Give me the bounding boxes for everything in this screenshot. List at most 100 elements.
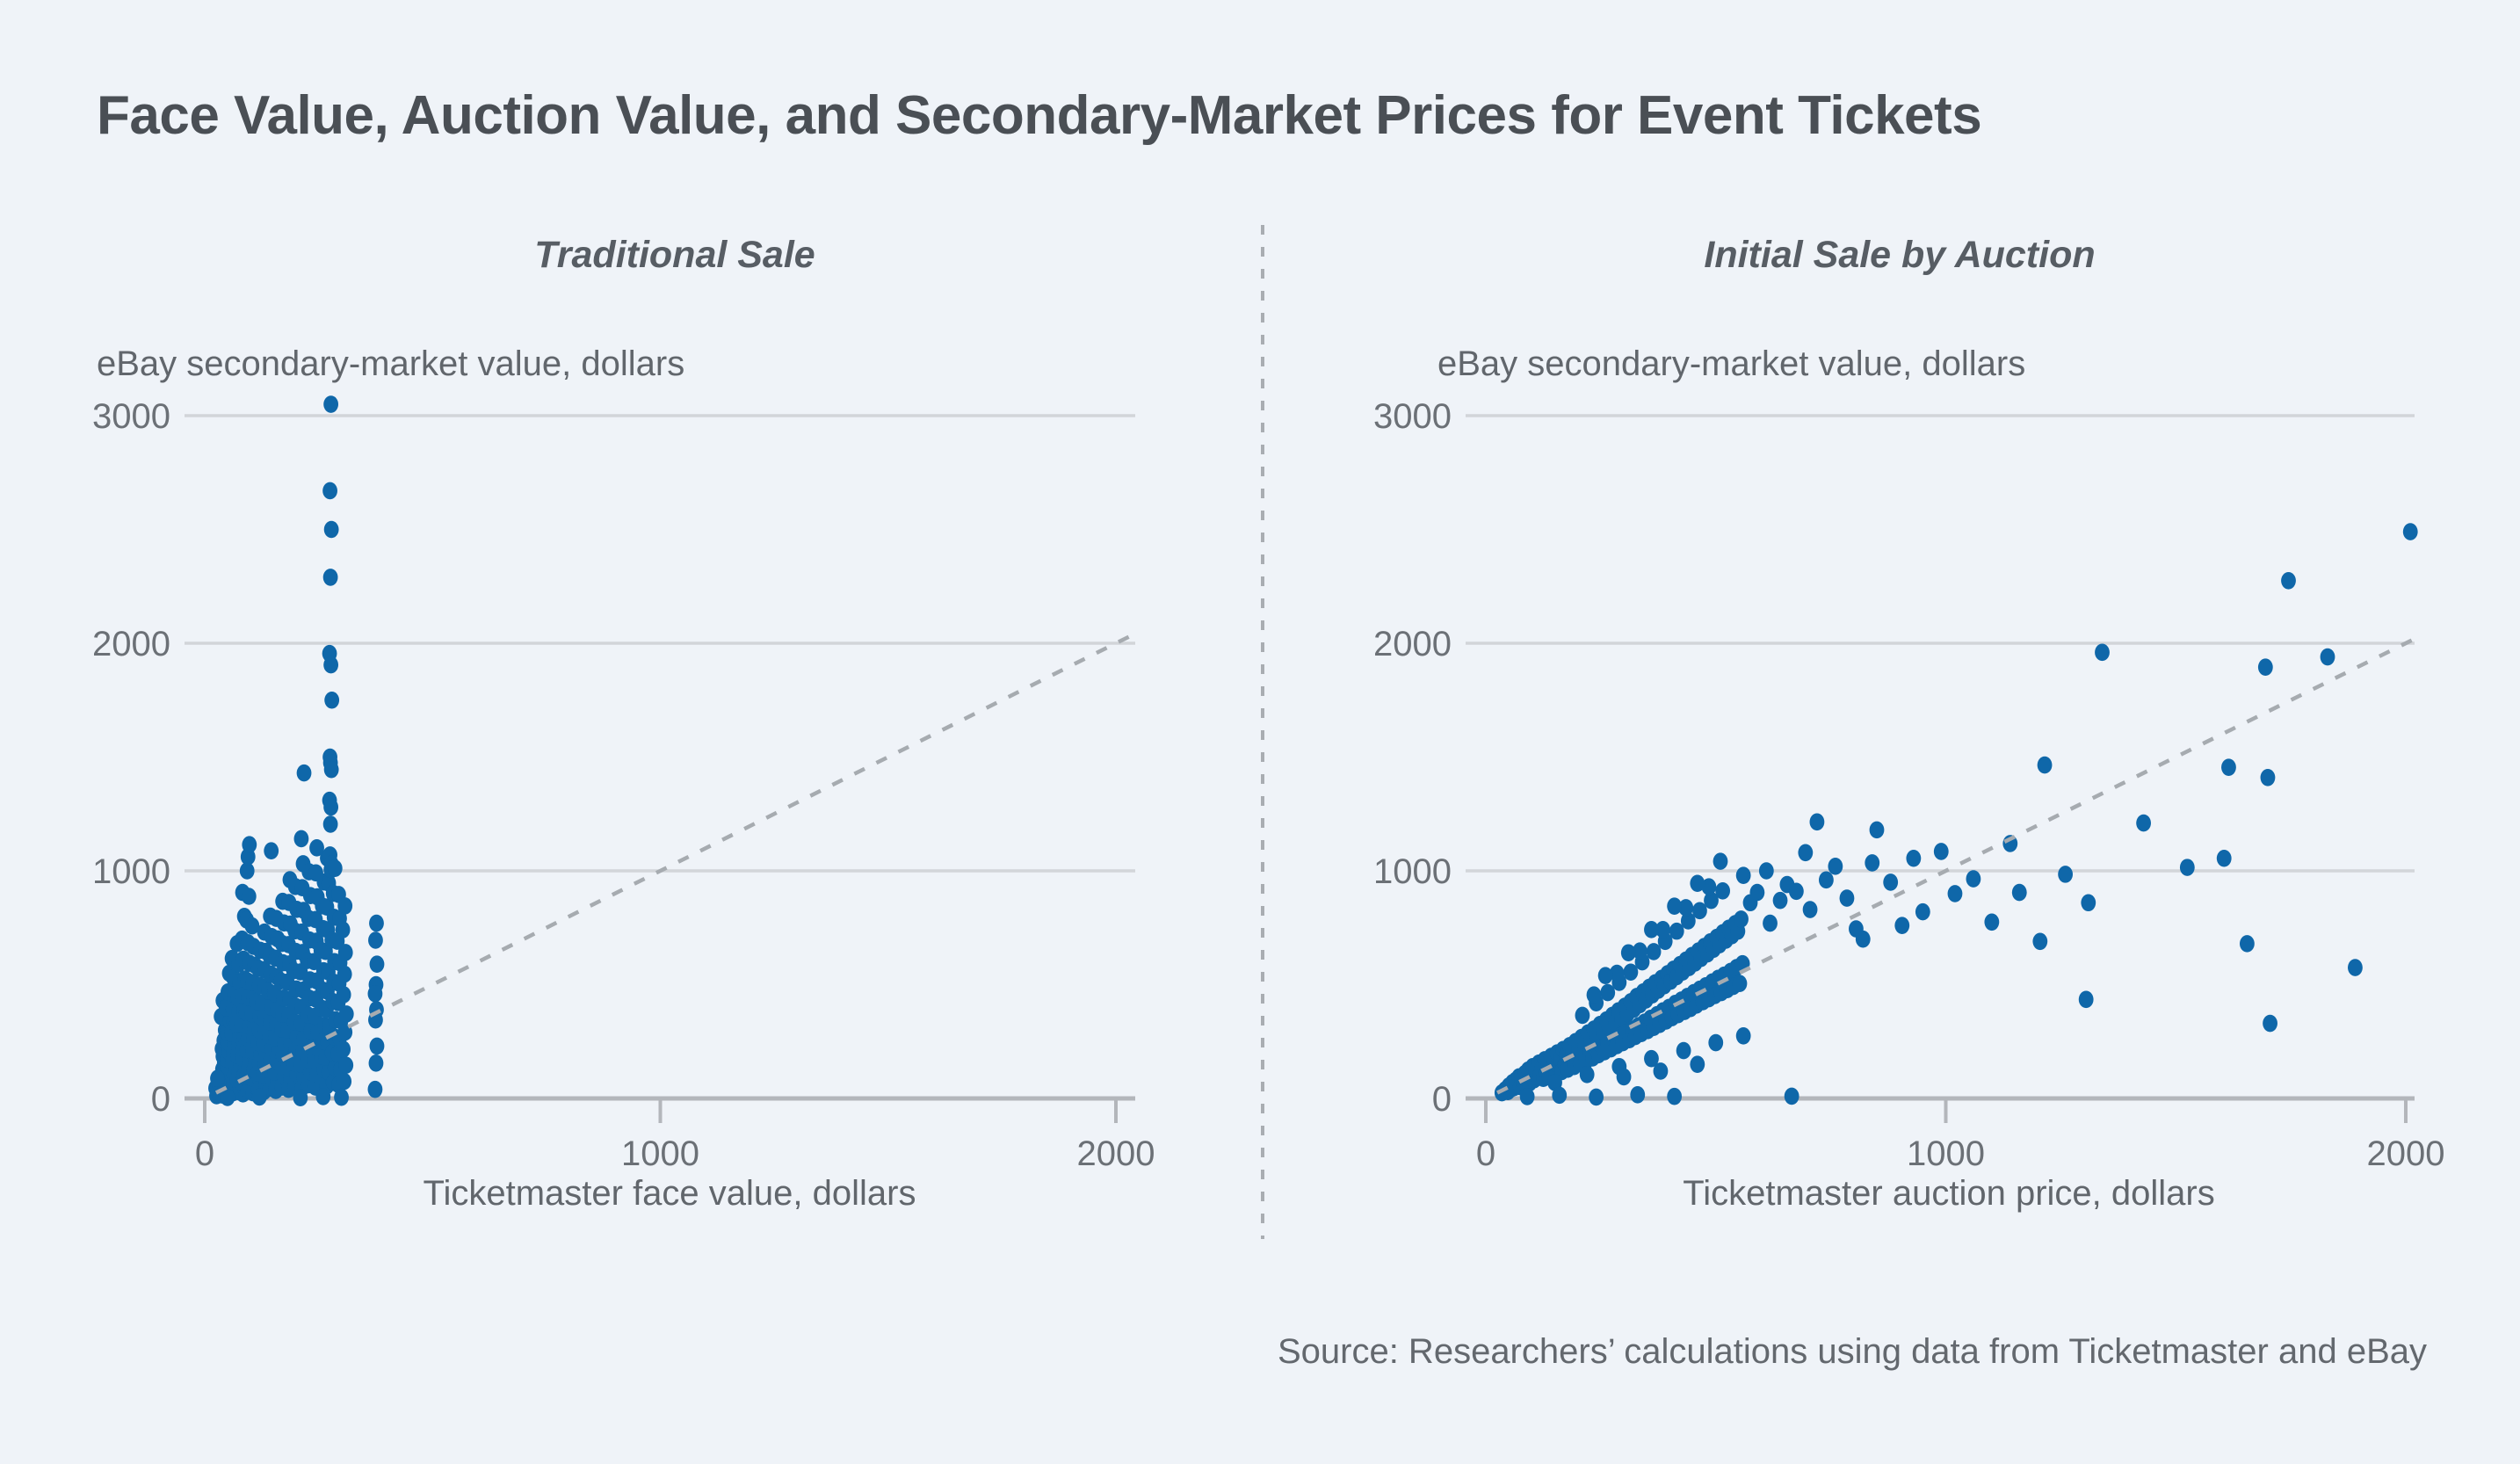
- scatter-point: [1653, 1062, 1669, 1080]
- scatter-point: [1519, 1088, 1535, 1105]
- scatter-point: [2032, 932, 2048, 951]
- scatter-point: [2263, 1014, 2277, 1033]
- scatter-point: [1828, 858, 1843, 875]
- scatter-point: [1915, 902, 1930, 921]
- scatter-point: [2081, 894, 2096, 912]
- scatter-point: [1676, 1041, 1691, 1060]
- scatter-point: [1735, 866, 1751, 884]
- scatter-point: [293, 1089, 308, 1107]
- y-tick-label-3000: 3000: [92, 397, 170, 436]
- scatter-point: [1701, 878, 1717, 895]
- scatter-point: [1669, 922, 1684, 940]
- scatter-point: [1655, 921, 1670, 939]
- scatter-point: [323, 520, 339, 539]
- scatter-point: [1632, 942, 1647, 960]
- scatter-point: [369, 914, 384, 932]
- y-tick-label-1000: 1000: [1373, 852, 1452, 891]
- scatter-point: [210, 1069, 225, 1088]
- x-axis-title-left: Ticketmaster face value, dollars: [423, 1174, 916, 1213]
- scatter-point: [1623, 963, 1639, 982]
- scatter-point: [1552, 1086, 1568, 1105]
- scatter-point: [1984, 913, 2000, 931]
- scatter-point: [323, 395, 339, 413]
- scatter-point: [1667, 1087, 1683, 1105]
- x-tick-label-2000: 2000: [1077, 1134, 1155, 1173]
- scatter-point: [1788, 882, 1804, 901]
- scatter-point: [1644, 921, 1659, 939]
- scatter-point: [368, 931, 383, 949]
- scatter-point: [2216, 849, 2232, 867]
- scatter-point: [1734, 910, 1749, 928]
- scatter-point: [367, 1080, 383, 1098]
- scatter-point: [1667, 897, 1683, 915]
- scatter-point: [338, 1056, 354, 1074]
- scatter-point: [369, 1037, 385, 1055]
- scatter-point: [1713, 852, 1728, 870]
- scatter-point: [2281, 571, 2296, 590]
- y-tick-label-2000: 2000: [1373, 625, 1452, 663]
- scatter-point: [239, 862, 255, 880]
- scatter-point: [337, 965, 352, 983]
- scatter-point: [327, 859, 343, 877]
- scatter-point: [334, 1088, 349, 1106]
- scatter-point: [264, 842, 279, 860]
- scatter-point: [336, 1040, 351, 1058]
- scatter-point: [1690, 1055, 1705, 1073]
- scatter-point: [2179, 859, 2195, 876]
- scatter-point: [335, 921, 351, 939]
- scatter-point: [1575, 1006, 1590, 1025]
- scatter-point: [2058, 866, 2074, 883]
- scatter-point: [1597, 967, 1613, 984]
- scatter-point: [1715, 881, 1731, 900]
- scatter-point: [369, 955, 385, 973]
- scatter-point: [220, 1089, 235, 1106]
- scatter-point: [1802, 901, 1818, 918]
- scatter-point: [323, 798, 339, 816]
- scatter-point: [2257, 658, 2273, 676]
- scatter-point: [2348, 959, 2363, 976]
- scatter-point: [1894, 917, 1910, 934]
- scatter-point: [2136, 814, 2152, 832]
- scatter-point: [1883, 873, 1899, 891]
- y-tick-label-1000: 1000: [92, 852, 170, 891]
- scatter-point: [1763, 914, 1778, 932]
- scatter-point: [324, 691, 340, 709]
- y-tick-label-0: 0: [151, 1080, 170, 1119]
- scatter-point: [1865, 854, 1880, 872]
- scatter-point: [322, 482, 337, 500]
- scatter-point: [337, 1072, 352, 1091]
- scatter-point: [242, 836, 257, 854]
- scatter-point: [1630, 1086, 1646, 1104]
- x-tick-label-1000: 1000: [1907, 1134, 1985, 1173]
- scatter-point: [241, 888, 257, 905]
- scatter-point: [322, 815, 338, 833]
- scatter-point: [1809, 813, 1825, 831]
- x-tick-label-2000: 2000: [2367, 1134, 2445, 1173]
- x-axis-title-right: Ticketmaster auction price, dollars: [1683, 1174, 2215, 1213]
- panel-title-auction: Initial Sale by Auction: [1704, 234, 2096, 276]
- scatter-point: [323, 656, 339, 674]
- scatter-point: [336, 986, 351, 1004]
- scatter-point: [2320, 648, 2335, 666]
- scatter-point: [337, 944, 353, 961]
- scatter-point: [1690, 874, 1705, 893]
- scatter-point: [2011, 883, 2027, 902]
- scatter-point: [1758, 862, 1774, 880]
- y-tick-label-2000: 2000: [92, 625, 170, 663]
- scatter-point: [2221, 758, 2236, 776]
- scatter-point: [1600, 983, 1616, 1002]
- scatter-point: [1678, 899, 1694, 917]
- scatter-point: [1933, 843, 1949, 860]
- scatter-point: [367, 985, 383, 1003]
- source-note: Source: Researchers’ calculations using …: [1277, 1332, 2427, 1371]
- scatter-point: [1732, 975, 1748, 993]
- scatter-point: [1855, 930, 1871, 948]
- scatter-point: [337, 897, 353, 915]
- scatter-point: [293, 830, 309, 848]
- chart-title: Face Value, Auction Value, and Secondary…: [97, 85, 1982, 146]
- scatter-point: [1772, 891, 1788, 910]
- scatter-point: [2260, 769, 2276, 786]
- scatter-point: [1906, 849, 1922, 867]
- y-axis-label-right: eBay secondary-market value, dollars: [1437, 344, 2026, 383]
- scatter-point: [1947, 885, 1963, 902]
